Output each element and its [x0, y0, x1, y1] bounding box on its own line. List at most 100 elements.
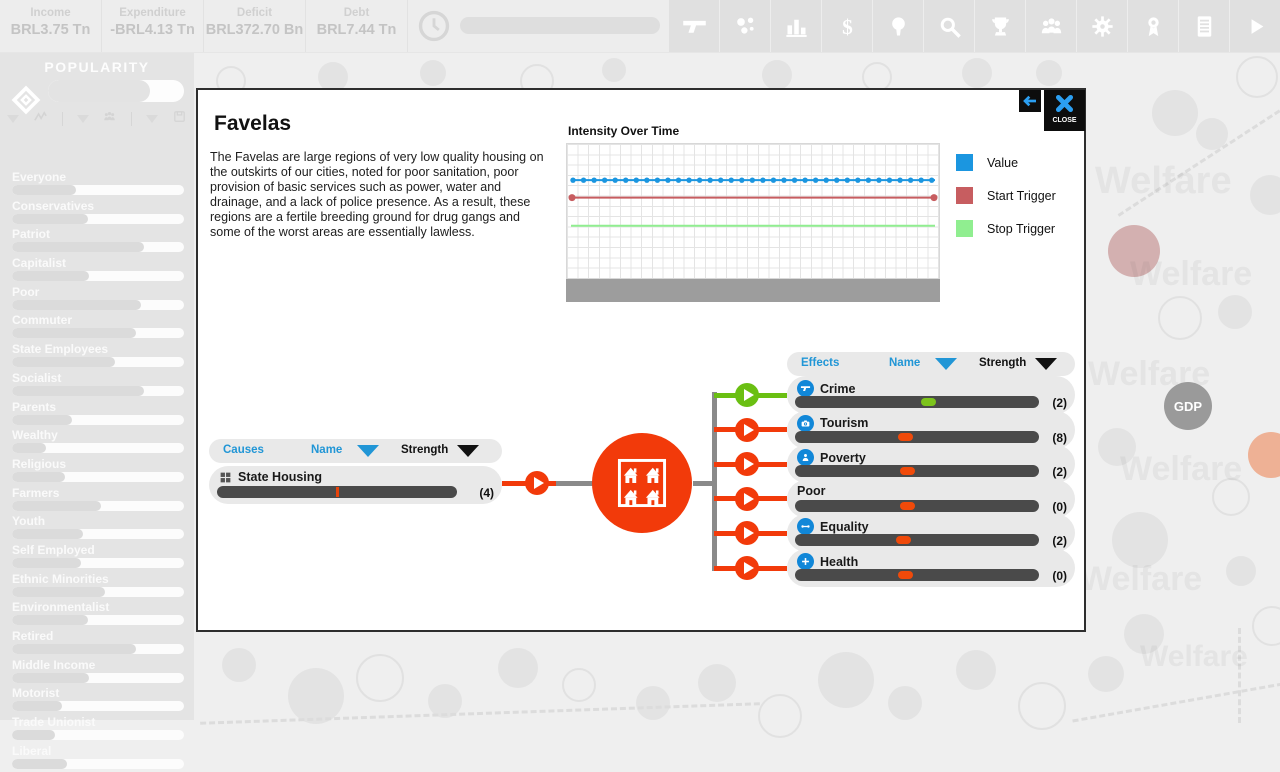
effect-arrow-icon[interactable] — [735, 452, 759, 477]
sort-name-triangle-icon[interactable] — [357, 445, 379, 457]
legend-label: Stop Trigger — [987, 221, 1056, 236]
effect-arrow-icon[interactable] — [735, 486, 759, 511]
strength-marker — [900, 501, 916, 510]
sidebar-group-wealthy[interactable]: Wealthy — [0, 428, 194, 457]
close-label: CLOSE — [1052, 117, 1077, 124]
dollar-icon-button[interactable]: $ — [822, 0, 872, 52]
sidebar-group-religious[interactable]: Religious — [0, 457, 194, 486]
effect-arrow-icon[interactable] — [735, 383, 759, 407]
group-approval-fill — [12, 500, 102, 511]
sidebar-group-self-employed[interactable]: Self Employed — [0, 543, 194, 572]
turn-progress-bar — [460, 17, 660, 34]
sort-by-name[interactable]: Name — [311, 444, 343, 456]
equality-item[interactable]: Equality (2) — [787, 514, 1075, 553]
sidebar-group-state-employees[interactable]: State Employees — [0, 342, 194, 371]
sort-by-name[interactable]: Name — [889, 357, 921, 369]
group-approval-fill — [12, 443, 47, 454]
policy-dots-icon-button[interactable] — [720, 0, 770, 52]
sort-strength-triangle-icon[interactable] — [1035, 358, 1057, 370]
bar-chart-icon-button[interactable] — [771, 0, 821, 52]
search-icon-button[interactable] — [924, 0, 974, 52]
tourism-item[interactable]: Tourism (8) — [787, 410, 1075, 449]
strength-slider[interactable] — [795, 569, 1039, 581]
sidebar-group-poor[interactable]: Poor — [0, 285, 194, 314]
sort-by-strength[interactable]: Strength — [979, 357, 1027, 369]
play-icon-button[interactable] — [1230, 0, 1280, 52]
sidebar-group-socialist[interactable]: Socialist — [0, 371, 194, 400]
medal-icon-button[interactable] — [1128, 0, 1178, 52]
sidebar-group-middle-income[interactable]: Middle Income — [0, 658, 194, 687]
gear-icon-button[interactable] — [1077, 0, 1127, 52]
chart-title: Intensity Over Time — [568, 124, 680, 138]
legend-swatch — [956, 187, 973, 204]
strength-slider[interactable] — [795, 534, 1039, 547]
group-approval-bar — [12, 185, 184, 195]
back-button[interactable] — [1019, 90, 1041, 112]
sidebar-group-retired[interactable]: Retired — [0, 629, 194, 658]
sidebar-group-farmers[interactable]: Farmers — [0, 486, 194, 515]
idea-bulb-icon-button[interactable] — [873, 0, 923, 52]
close-button[interactable]: CLOSE — [1044, 90, 1085, 131]
item-name: Poor — [797, 483, 826, 498]
trophy-icon-button[interactable] — [975, 0, 1025, 52]
background-icon — [1152, 90, 1198, 136]
favelas-situation-icon[interactable] — [591, 432, 693, 534]
sidebar-group-trade-unionist[interactable]: Trade Unionist — [0, 715, 194, 744]
crime-item[interactable]: Crime (2) — [787, 376, 1075, 414]
close-icon — [1055, 94, 1074, 113]
sidebar-group-ethnic-minorities[interactable]: Ethnic Minorities — [0, 572, 194, 601]
sidebar-group-commuter[interactable]: Commuter — [0, 313, 194, 342]
background-icon — [562, 668, 596, 702]
sort-down-icon[interactable] — [76, 115, 89, 123]
state-housing-item[interactable]: State Housing (4) — [209, 466, 502, 504]
gun-icon-button[interactable] — [669, 0, 719, 52]
sidebar-group-everyone[interactable]: Everyone — [0, 170, 194, 199]
sidebar-group-conservatives[interactable]: Conservatives — [0, 199, 194, 228]
gdp-bubble[interactable]: GDP — [1164, 382, 1212, 430]
background-icon — [1226, 556, 1256, 586]
poor-item[interactable]: Poor (0) — [787, 479, 1075, 518]
cause-arrow-icon[interactable] — [525, 471, 549, 495]
save-icon[interactable] — [172, 109, 187, 129]
strength-value: (0) — [1052, 569, 1067, 583]
group-approval-fill — [12, 730, 55, 741]
poverty-item[interactable]: Poverty (2) — [787, 445, 1075, 484]
sort-name-triangle-icon[interactable] — [935, 358, 957, 370]
sort-down-icon[interactable] — [146, 115, 159, 123]
sort-by-strength[interactable]: Strength — [401, 444, 449, 456]
effect-arrow-icon[interactable] — [735, 417, 759, 442]
sidebar-group-liberal[interactable]: Liberal — [0, 744, 194, 772]
group-approval-fill — [12, 185, 76, 195]
strength-slider[interactable] — [217, 486, 457, 498]
effect-arrow-icon[interactable] — [735, 521, 759, 546]
voters-icon[interactable] — [102, 109, 117, 129]
sort-down-icon[interactable] — [6, 115, 19, 123]
group-name: Environmentalist — [12, 600, 110, 615]
health-item[interactable]: Health (0) — [787, 549, 1075, 587]
graph-line-icon[interactable] — [33, 109, 48, 129]
sidebar-group-capitalist[interactable]: Capitalist — [0, 256, 194, 285]
tourism-icon — [797, 414, 814, 432]
stat-value: BRL7.44 Tn — [316, 22, 397, 38]
sidebar-group-environmentalist[interactable]: Environmentalist — [0, 600, 194, 629]
strength-slider[interactable] — [795, 430, 1039, 443]
sort-strength-triangle-icon[interactable] — [457, 445, 479, 457]
voters-icon-button[interactable] — [1026, 0, 1076, 52]
strength-slider[interactable] — [795, 396, 1039, 408]
report-icon-button[interactable] — [1179, 0, 1229, 52]
background-icon — [698, 664, 736, 702]
group-approval-bar — [12, 644, 184, 654]
strength-slider[interactable] — [795, 499, 1039, 512]
sidebar-group-youth[interactable]: Youth — [0, 514, 194, 543]
background-icon — [356, 654, 404, 702]
stat-income: Income BRL3.75 Tn — [0, 0, 102, 52]
effect-arrow-icon[interactable] — [735, 556, 759, 580]
sidebar-group-patriot[interactable]: Patriot — [0, 227, 194, 256]
sidebar-group-motorist[interactable]: Motorist — [0, 686, 194, 715]
clock-icon[interactable] — [408, 0, 460, 52]
strength-slider[interactable] — [795, 465, 1039, 478]
group-name: Socialist — [12, 370, 62, 385]
sidebar-group-parents[interactable]: Parents — [0, 400, 194, 429]
background-icon — [956, 650, 996, 690]
compass-icon[interactable] — [6, 80, 46, 120]
